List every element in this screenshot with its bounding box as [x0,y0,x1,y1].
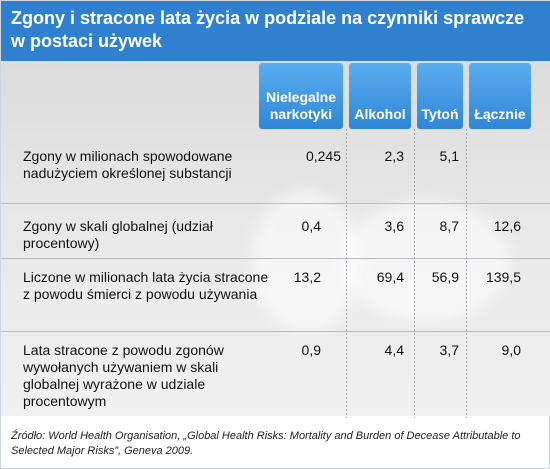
source-note: Źródło: World Health Organisation, „Glob… [11,430,521,457]
column-header-lacznie: Łącznie [469,63,531,129]
column-header-tyton: Tytoń [417,63,463,129]
title-bar: Zgony i stracone lata życia w podziale n… [1,1,550,61]
row-separator [1,203,550,204]
row-label: Lata stracone z powodu zgonów wywołanych… [23,342,224,409]
world-map-background-2 [341,201,511,321]
column-divider [414,129,415,418]
table-cell: 0,4 [301,218,321,234]
column-header-alkohol: Alkohol [349,63,411,129]
row-separator [1,331,550,332]
table-cell: 69,4 [376,269,404,285]
table-cell: 3,6 [384,218,404,234]
table-cell: 56,9 [431,269,459,285]
chart-title: Zgony i stracone lata życia w podziale n… [11,8,525,51]
table-cell: 9,0 [501,342,521,358]
row-label: Zgony w skali globalnej (udział procento… [23,218,213,251]
table-cell: 139,5 [485,269,521,285]
table-cell: 8,7 [439,218,459,234]
table-cell: 2,3 [384,148,404,164]
table-cell: 0,9 [301,342,321,358]
column-divider [466,129,467,418]
table-cell: 13,2 [293,269,321,285]
column-divider [346,129,347,418]
table-cell: 5,1 [439,148,459,164]
row-label: Liczone w milionach lata życia stracone … [23,269,269,302]
table-cell: 3,7 [439,342,459,358]
table-cell: 0,245 [305,148,341,164]
row-separator [1,258,550,259]
column-header-narkotyki: Nielegalne narkotyki [259,63,343,129]
row-label: Zgony w milionach spowodowane nadużyciem… [23,148,233,181]
table-cell: 4,4 [384,342,404,358]
table-cell: 12,6 [493,218,521,234]
